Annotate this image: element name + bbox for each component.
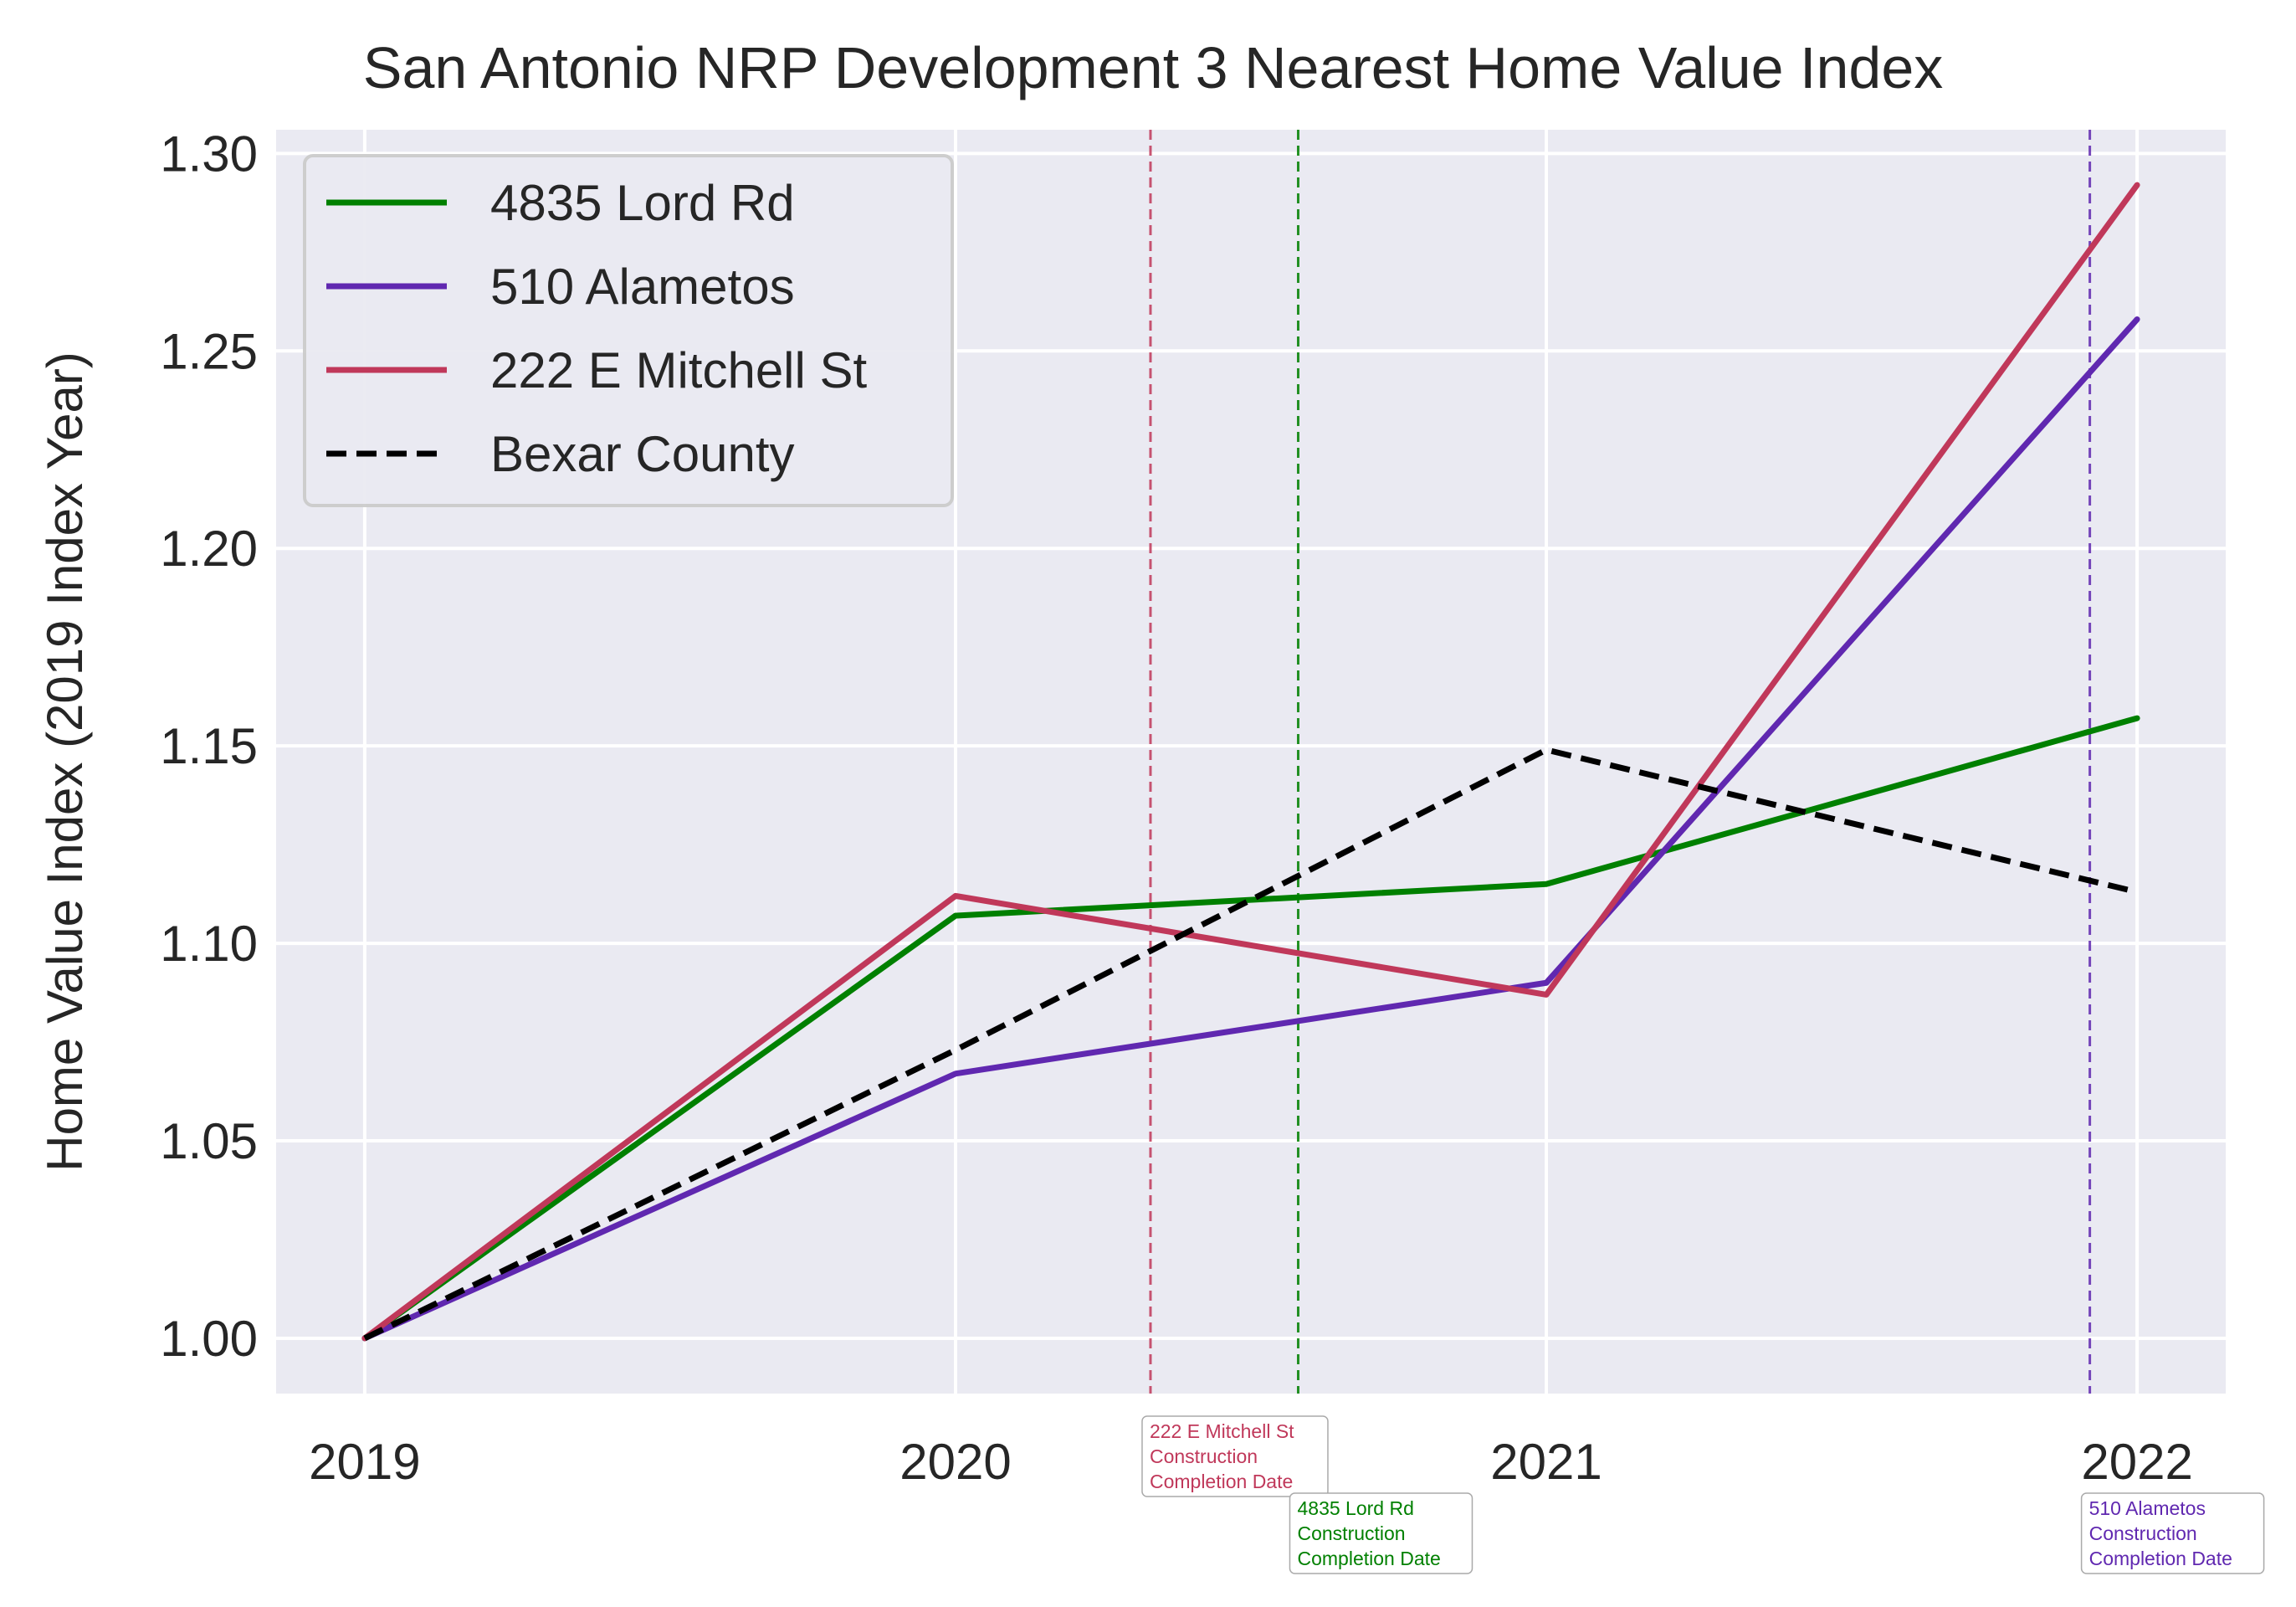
annotation-text-line: Completion Date [1150,1471,1293,1492]
completion-lines [1149,130,2092,1394]
legend-label-bexar-county: Bexar County [490,426,795,482]
y-tick-label-1-25: 1.25 [160,323,258,379]
annotation-box [1289,1492,1473,1574]
annotation-text-line: 222 E Mitchell St [1150,1420,1294,1442]
y-tick-label-1-10: 1.10 [160,916,258,972]
annotation-text-line: 510 Alametos [2089,1497,2206,1519]
series-line-510-alametos [361,316,2140,1342]
x-tick-label-2019: 2019 [309,1434,420,1490]
annotation-text-line: Construction [1150,1445,1258,1467]
annotation-510-alametos: 510 Alametos Construction Completion Date [2080,1492,2265,1574]
legend-frame [303,154,954,507]
annotation-text-line: Construction [2089,1522,2197,1544]
annotation-box [1141,1415,1329,1497]
annotation-box [2080,1492,2265,1574]
annotation-text-line: 4835 Lord Rd [1297,1497,1413,1519]
series-lines [361,182,2140,1342]
annotation-4835-lord-rd: 4835 Lord Rd Construction Completion Date [1289,1492,1473,1574]
legend-label-222-e-mitchell-st: 222 E Mitchell St [490,342,868,398]
y-tick-label-1-00: 1.00 [160,1311,258,1367]
y-axis-label: Home Value Index (2019 Index Year) [37,352,93,1172]
chart-title: San Antonio NRP Development 3 Nearest Ho… [363,35,1944,100]
annotation-222-e-mitchell-st: 222 E Mitchell St Construction Completion … [1141,1415,1329,1497]
x-tick-label-2021: 2021 [1490,1434,1602,1490]
y-tick-label-1-20: 1.20 [160,521,258,577]
legend-label-4835-lord-rd: 4835 Lord Rd [490,175,795,231]
x-tick-label-2020: 2020 [899,1434,1011,1490]
y-tick-label-1-30: 1.30 [160,126,258,182]
legend: 4835 Lord Rd 510 Alametos 222 E Mitchell S… [303,154,954,507]
annotation-text-line: Completion Date [2089,1548,2232,1569]
y-tick-label-1-05: 1.05 [160,1113,258,1169]
annotation-text-line: Construction [1297,1522,1405,1544]
completion-annotations: 222 E Mitchell St Construction Completion … [1141,1415,2265,1574]
annotation-text-line: Completion Date [1297,1548,1440,1569]
x-tick-label-2022: 2022 [2081,1434,2192,1490]
series-line-4835-lord-rd [361,715,2140,1342]
tick-labels: 1.00 1.05 1.10 1.15 1.20 1.25 1.30 2019 2020 2021… [160,126,2193,1490]
y-tick-label-1-15: 1.15 [160,718,258,774]
legend-label-510-alametos: 510 Alametos [490,259,795,315]
series-line-222-e-mitchell-st [361,182,2140,1342]
